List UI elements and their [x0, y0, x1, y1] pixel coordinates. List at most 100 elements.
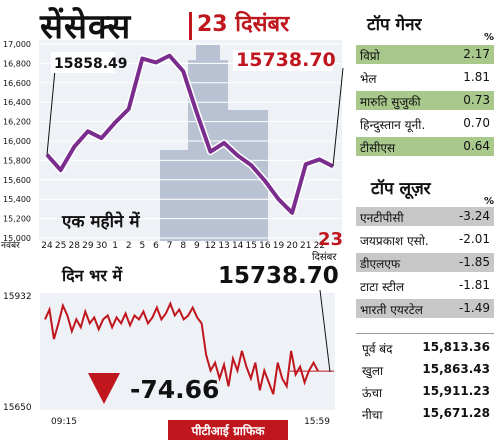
end-day-label: 23	[318, 229, 343, 250]
monthly-y-tick-label: 16,200	[3, 118, 31, 127]
monthly-x-tick-label: 22	[314, 241, 325, 251]
monthly-y-tick-label: 16,600	[3, 79, 31, 88]
monthly-chart: 17,000 16,800 16,600 16,400 16,200 16,000 15,8…	[1, 40, 344, 263]
monthly-x-tick-label: 12	[205, 241, 216, 251]
loser-row: टाटा स्टील -1.81	[356, 276, 494, 295]
stat-value: 15,863.43	[422, 362, 490, 376]
monthly-y-tick-label: 16,400	[3, 98, 31, 107]
stat-row: पूर्व बंद 15,813.36	[356, 338, 494, 357]
chart-date: 23 दिसंबर	[197, 12, 290, 37]
stat-label: नीचा	[362, 408, 383, 422]
loser-value: -1.49	[458, 301, 490, 315]
intraday-x-tick-label: 09:15	[51, 417, 77, 427]
stat-row: खुला 15,863.43	[356, 360, 494, 379]
loser-name: डीएलएफ	[360, 257, 401, 271]
building-silhouette	[160, 45, 268, 241]
stat-value: 15,671.28	[422, 406, 490, 420]
top-losers-heading: टॉप लूज़र	[371, 179, 431, 199]
annotation-label: 15858.49	[54, 56, 128, 72]
monthly-x-tick-label: 28	[69, 241, 81, 251]
change-value: -74.66	[130, 375, 219, 404]
loser-value: -3.24	[458, 209, 490, 223]
monthly-x-tick-label: 24	[41, 241, 53, 251]
monthly-x-tick-label: 25	[55, 241, 66, 251]
monthly-y-tick-label: 17,000	[3, 40, 31, 49]
annotation-leader	[332, 67, 344, 167]
monthly-x-tick-label: 1	[112, 241, 118, 251]
monthly-y-tick-label: 16,800	[3, 59, 31, 68]
loser-value: -2.01	[458, 232, 490, 246]
stats-divider	[356, 333, 494, 334]
gainer-row: मारुति सुजुकी 0.73	[356, 91, 494, 110]
loser-row: डीएलएफ -1.85	[356, 253, 494, 272]
intraday-x-tick-label: 15:59	[304, 417, 330, 427]
stat-value: 15,813.36	[422, 340, 490, 354]
intraday-line	[44, 301, 319, 395]
intraday-subtitle: दिन भर में	[61, 266, 123, 285]
monthly-x-tick-label: 30	[96, 241, 108, 251]
loser-value: -1.81	[458, 278, 490, 292]
monthly-y-tick-label: 16,000	[3, 137, 31, 146]
monthly-x-tick-label: 13	[218, 241, 229, 251]
gainer-value: 0.70	[463, 116, 490, 130]
intraday-plot-bg	[40, 293, 335, 410]
gainer-value: 1.81	[463, 70, 490, 84]
gainer-row: भेल 1.81	[356, 68, 494, 87]
intraday-y-tick-label: 15932	[3, 292, 32, 302]
stat-value: 15,911.23	[422, 384, 490, 398]
monthly-x-tick-label: 15	[246, 241, 257, 251]
monthly-x-tick-label: 20	[286, 241, 298, 251]
gainer-row: विप्रो 2.17	[356, 45, 494, 64]
gainer-value: 2.17	[463, 47, 490, 61]
annotation-box	[233, 50, 333, 71]
gainer-name: मारुति सुजुकी	[360, 95, 421, 109]
annotation-box	[51, 52, 115, 73]
loser-value: -1.85	[458, 255, 490, 269]
gainer-name: हिन्दुस्तान यूनी.	[360, 118, 426, 132]
gainer-row: हिन्दुस्तान यूनी. 0.70	[356, 114, 494, 133]
stat-row: नीचा 15,671.28	[356, 404, 494, 423]
monthly-x-tick-label: 5	[139, 241, 145, 251]
loser-name: भारती एयरटेल	[360, 303, 423, 317]
gainer-value: 0.73	[463, 93, 490, 107]
losers-percent-sign: %	[484, 196, 495, 207]
intraday-close-value: 15738.70	[218, 263, 339, 289]
down-triangle-icon	[88, 373, 120, 404]
loser-row: भारती एयरटेल -1.49	[356, 299, 494, 318]
monthly-line	[45, 53, 334, 215]
gainer-value: 0.64	[463, 139, 490, 153]
monthly-x-tick-label: 6	[153, 241, 159, 251]
gainer-name: विप्रो	[360, 49, 380, 63]
stat-label: पूर्व बंद	[362, 342, 393, 356]
monthly-x-tick-label: 21	[300, 241, 311, 251]
loser-name: जयप्रकाश एसो.	[360, 234, 429, 248]
intraday-chart: दिन भर में 15932 15650 09:15 15:59 15738.7…	[3, 263, 339, 427]
stat-label: ऊंचा	[362, 386, 383, 400]
monthly-x-tick-label: 7	[167, 241, 173, 251]
top-gainers-heading: टॉप गेनर	[367, 15, 422, 35]
end-month-label: दिसंबर	[312, 251, 337, 263]
monthly-x-tick-label: 14	[232, 241, 244, 251]
annotation-leader	[46, 69, 56, 155]
monthly-y-tick-label: 15,000	[3, 234, 31, 243]
title-divider	[189, 12, 192, 42]
monthly-x-tick-label: 16	[259, 241, 271, 251]
loser-row: एनटीपीसी -3.24	[356, 207, 494, 226]
credit-label: पीटीआई ग्राफिक	[191, 424, 265, 438]
monthly-x-tick-label: 9	[194, 241, 200, 251]
gainer-name: भेल	[360, 72, 377, 86]
monthly-x-tick-label: 19	[273, 241, 285, 251]
credit-box	[168, 420, 288, 440]
loser-row: जयप्रकाश एसो. -2.01	[356, 230, 494, 249]
gainer-row: टीसीएस 0.64	[356, 137, 494, 156]
monthly-x-tick-label: 8	[180, 241, 186, 251]
loser-name: टाटा स्टील	[360, 280, 405, 294]
gainer-name: टीसीएस	[360, 141, 396, 155]
gainers-percent-sign: %	[484, 32, 495, 43]
loser-name: एनटीपीसी	[360, 211, 404, 225]
month-label: नवंबर	[1, 240, 20, 251]
stat-row: ऊंचा 15,911.23	[356, 382, 494, 401]
monthly-x-tick-label: 2	[126, 241, 132, 251]
close-leader-line	[319, 289, 331, 373]
